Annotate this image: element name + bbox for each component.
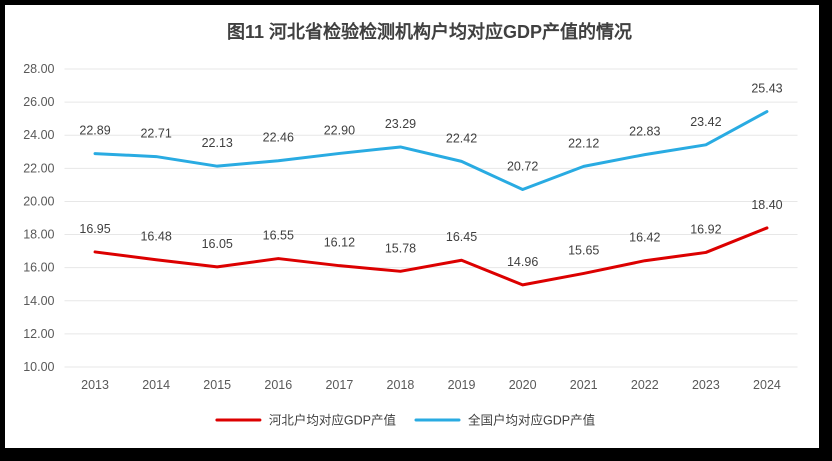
svg-text:24.00: 24.00 bbox=[23, 128, 54, 142]
svg-text:2020: 2020 bbox=[509, 378, 537, 392]
svg-text:22.83: 22.83 bbox=[629, 125, 660, 139]
svg-text:22.00: 22.00 bbox=[23, 161, 54, 175]
svg-text:23.42: 23.42 bbox=[690, 115, 721, 129]
svg-text:全国户均对应GDP产值: 全国户均对应GDP产值 bbox=[468, 413, 595, 428]
svg-text:10.00: 10.00 bbox=[23, 360, 54, 374]
svg-text:26.00: 26.00 bbox=[23, 95, 54, 109]
svg-text:22.42: 22.42 bbox=[446, 131, 477, 145]
svg-text:18.40: 18.40 bbox=[751, 198, 782, 212]
svg-text:20.00: 20.00 bbox=[23, 194, 54, 208]
svg-text:14.96: 14.96 bbox=[507, 255, 538, 269]
svg-text:20.72: 20.72 bbox=[507, 160, 538, 174]
svg-text:2016: 2016 bbox=[264, 378, 292, 392]
svg-text:16.55: 16.55 bbox=[263, 229, 294, 243]
svg-text:2019: 2019 bbox=[448, 378, 476, 392]
svg-text:16.42: 16.42 bbox=[629, 231, 660, 245]
svg-text:河北户均对应GDP产值: 河北户均对应GDP产值 bbox=[269, 413, 396, 428]
svg-text:2023: 2023 bbox=[692, 378, 720, 392]
svg-text:2017: 2017 bbox=[325, 378, 353, 392]
svg-text:28.00: 28.00 bbox=[23, 62, 54, 76]
svg-text:23.29: 23.29 bbox=[385, 117, 416, 131]
svg-text:2021: 2021 bbox=[570, 378, 598, 392]
svg-text:18.00: 18.00 bbox=[23, 228, 54, 242]
svg-text:22.46: 22.46 bbox=[263, 131, 294, 145]
svg-text:22.89: 22.89 bbox=[79, 124, 110, 138]
svg-text:16.95: 16.95 bbox=[79, 222, 110, 236]
svg-text:2018: 2018 bbox=[387, 378, 415, 392]
svg-text:22.90: 22.90 bbox=[324, 123, 355, 137]
svg-text:16.92: 16.92 bbox=[690, 222, 721, 236]
svg-text:12.00: 12.00 bbox=[23, 327, 54, 341]
svg-text:15.65: 15.65 bbox=[568, 243, 599, 257]
svg-text:2022: 2022 bbox=[631, 378, 659, 392]
svg-text:2024: 2024 bbox=[753, 378, 781, 392]
svg-text:22.12: 22.12 bbox=[568, 136, 599, 150]
svg-text:16.45: 16.45 bbox=[446, 230, 477, 244]
svg-text:22.13: 22.13 bbox=[202, 136, 233, 150]
svg-text:2013: 2013 bbox=[81, 378, 109, 392]
svg-text:2015: 2015 bbox=[203, 378, 231, 392]
svg-text:16.12: 16.12 bbox=[324, 236, 355, 250]
svg-text:16.48: 16.48 bbox=[140, 230, 171, 244]
svg-text:25.43: 25.43 bbox=[751, 82, 782, 96]
svg-text:16.00: 16.00 bbox=[23, 261, 54, 275]
svg-text:14.00: 14.00 bbox=[23, 294, 54, 308]
svg-text:15.78: 15.78 bbox=[385, 241, 416, 255]
svg-text:16.05: 16.05 bbox=[202, 237, 233, 251]
svg-text:22.71: 22.71 bbox=[140, 127, 171, 141]
svg-text:2014: 2014 bbox=[142, 378, 170, 392]
